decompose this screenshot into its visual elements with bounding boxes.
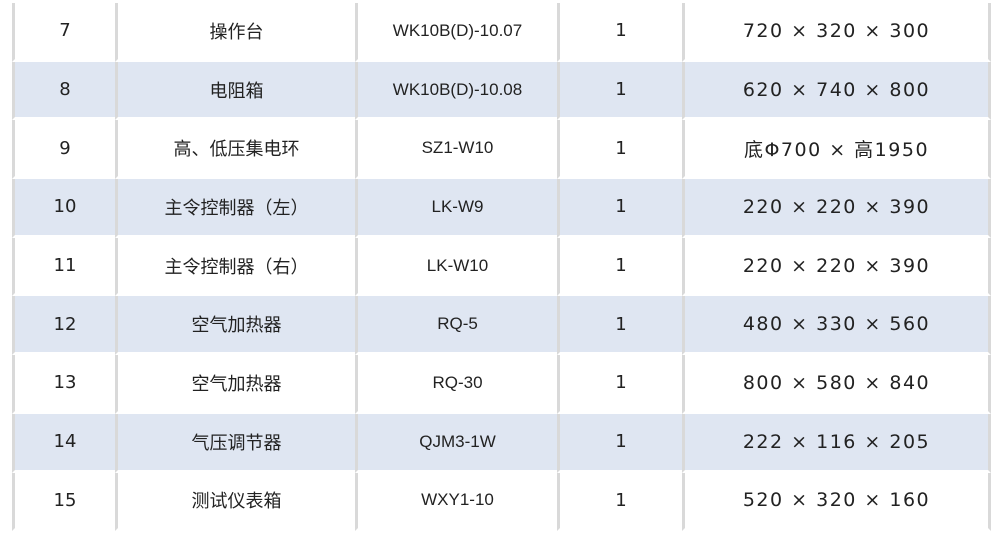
equipment-name-cell: 空气加热器 xyxy=(115,355,355,414)
quantity-cell: 1 xyxy=(557,3,682,62)
equipment-name-cell: 主令控制器（左） xyxy=(115,179,355,238)
table-row: 7 操作台 WK10B(D)-10.07 1 720 × 320 × 300 xyxy=(12,3,991,62)
row-number-cell: 13 xyxy=(12,355,115,414)
dimensions-cell: 220 × 220 × 390 xyxy=(682,237,991,297)
dimensions-cell: 800 × 580 × 840 xyxy=(682,355,991,414)
equipment-name-cell: 气压调节器 xyxy=(115,413,355,473)
model-number-cell: RQ-30 xyxy=(355,355,557,414)
equipment-name-cell: 操作台 xyxy=(115,3,355,62)
table-row: 15 测试仪表箱 WXY1-10 1 520 × 320 × 160 xyxy=(12,472,991,532)
dimensions-cell: 220 × 220 × 390 xyxy=(682,179,991,238)
dimensions-cell: 底Φ700 × 高1950 xyxy=(682,120,991,180)
model-number-cell: WK10B(D)-10.07 xyxy=(355,3,557,62)
equipment-name-cell: 空气加热器 xyxy=(115,296,355,356)
table-row: 12 空气加热器 RQ-5 1 480 × 330 × 560 xyxy=(12,296,991,356)
equipment-name-cell: 测试仪表箱 xyxy=(115,472,355,532)
dimensions-cell: 720 × 320 × 300 xyxy=(682,3,991,62)
quantity-cell: 1 xyxy=(557,472,682,532)
table-row: 8 电阻箱 WK10B(D)-10.08 1 620 × 740 × 800 xyxy=(12,61,991,121)
dimensions-cell: 480 × 330 × 560 xyxy=(682,296,991,356)
model-number-cell: WK10B(D)-10.08 xyxy=(355,61,557,121)
row-number-cell: 14 xyxy=(12,413,115,473)
table-row: 11 主令控制器（右） LK-W10 1 220 × 220 × 390 xyxy=(12,237,991,297)
model-number-cell: LK-W9 xyxy=(355,179,557,238)
equipment-name-cell: 高、低压集电环 xyxy=(115,120,355,180)
model-number-cell: SZ1-W10 xyxy=(355,120,557,180)
row-number-cell: 11 xyxy=(12,237,115,297)
model-number-cell: WXY1-10 xyxy=(355,472,557,532)
dimensions-cell: 620 × 740 × 800 xyxy=(682,61,991,121)
model-number-cell: LK-W10 xyxy=(355,237,557,297)
row-number-cell: 12 xyxy=(12,296,115,356)
row-number-cell: 9 xyxy=(12,120,115,180)
equipment-name-cell: 电阻箱 xyxy=(115,61,355,121)
equipment-table: 7 操作台 WK10B(D)-10.07 1 720 × 320 × 300 8 电阻箱 WK… xyxy=(12,3,991,532)
table-row: 9 高、低压集电环 SZ1-W10 1 底Φ700 × 高1950 xyxy=(12,120,991,180)
quantity-cell: 1 xyxy=(557,61,682,121)
row-number-cell: 7 xyxy=(12,3,115,62)
quantity-cell: 1 xyxy=(557,355,682,414)
quantity-cell: 1 xyxy=(557,296,682,356)
quantity-cell: 1 xyxy=(557,413,682,473)
table-row: 10 主令控制器（左） LK-W9 1 220 × 220 × 390 xyxy=(12,179,991,238)
model-number-cell: RQ-5 xyxy=(355,296,557,356)
quantity-cell: 1 xyxy=(557,179,682,238)
row-number-cell: 8 xyxy=(12,61,115,121)
equipment-name-cell: 主令控制器（右） xyxy=(115,237,355,297)
quantity-cell: 1 xyxy=(557,237,682,297)
table-row: 13 空气加热器 RQ-30 1 800 × 580 × 840 xyxy=(12,355,991,414)
table-row: 14 气压调节器 QJM3-1W 1 222 × 116 × 205 xyxy=(12,413,991,473)
row-number-cell: 10 xyxy=(12,179,115,238)
row-number-cell: 15 xyxy=(12,472,115,532)
dimensions-cell: 520 × 320 × 160 xyxy=(682,472,991,532)
model-number-cell: QJM3-1W xyxy=(355,413,557,473)
dimensions-cell: 222 × 116 × 205 xyxy=(682,413,991,473)
quantity-cell: 1 xyxy=(557,120,682,180)
